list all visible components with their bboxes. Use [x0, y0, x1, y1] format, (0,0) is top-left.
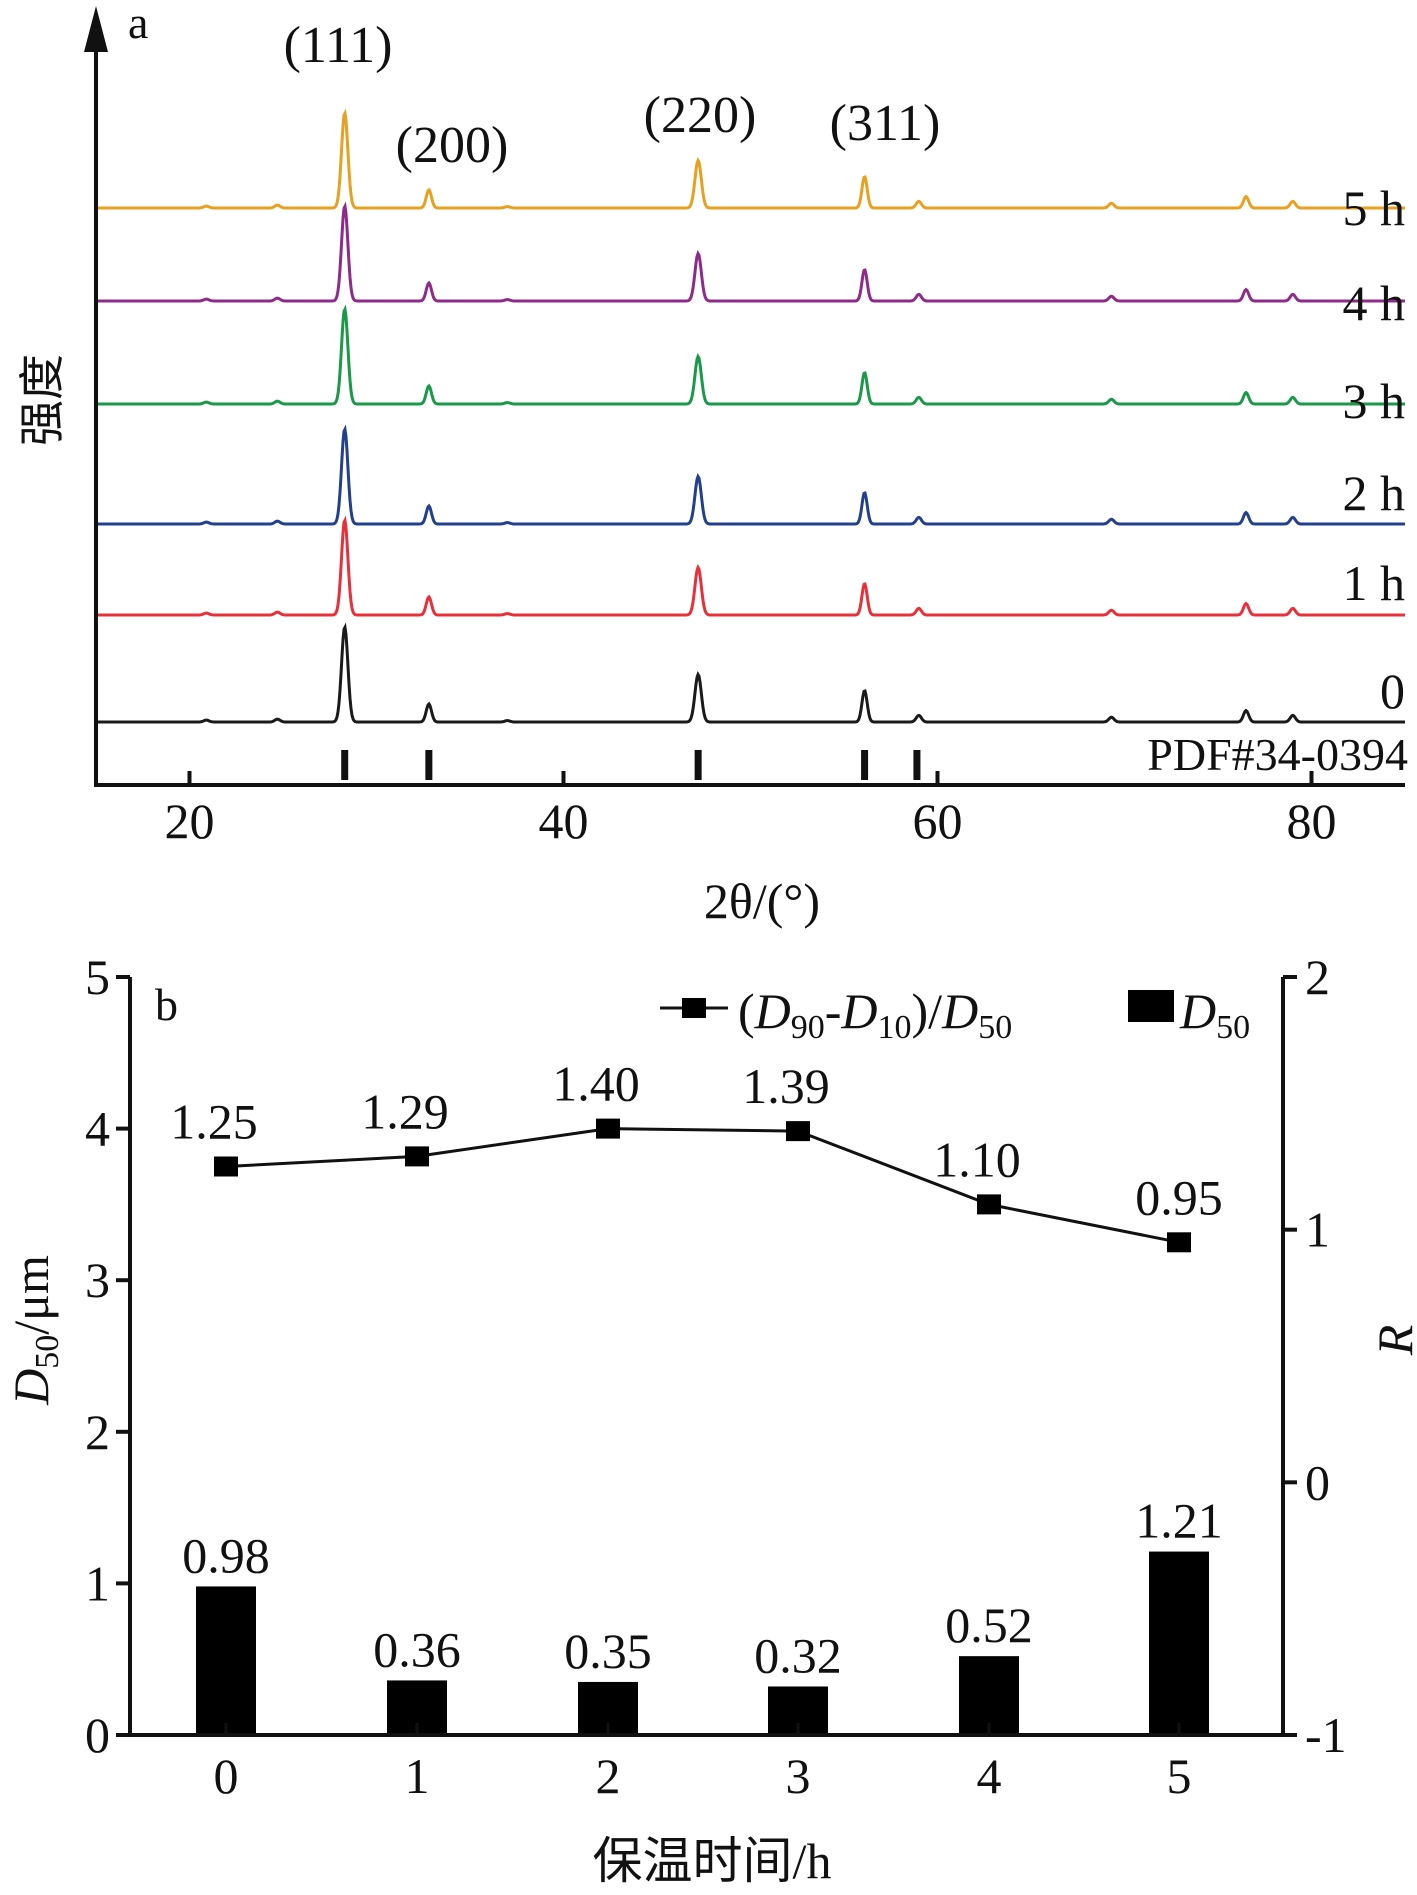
xrd-series-line — [96, 424, 1405, 526]
reference-stick — [694, 750, 702, 780]
span-line-label: 1.10 — [933, 1131, 1021, 1187]
xrd-series-group: 0 1 h 2 h 3 h 4 h 5 h — [96, 108, 1406, 724]
panel-a-axes: 20 40 60 80 — [84, 6, 1405, 849]
panel-a: a 强度 2θ/(°) PDF#34-0394 0 1 h 2 h 3 h 4 h 5 h… — [17, 0, 1408, 929]
reference-label: PDF#34-0394 — [1147, 729, 1408, 780]
span-line-marker — [596, 1118, 620, 1139]
x-tick-label: 20 — [165, 793, 215, 849]
xrd-series-line — [96, 622, 1405, 724]
panel-b-legend: (D90-D10)/D50 D50 — [660, 983, 1250, 1046]
x-tick-label: 2 — [596, 1748, 621, 1804]
xrd-series-line — [96, 515, 1405, 617]
xrd-series-label: 5 h — [1343, 180, 1406, 236]
x-tick-label: 60 — [913, 793, 963, 849]
x-tick-label: 3 — [786, 1748, 811, 1804]
span-line-marker — [786, 1121, 810, 1142]
xrd-series-line — [96, 108, 1405, 210]
d50-bar — [196, 1586, 256, 1735]
panel-b-ylabel-left: D50/μm — [3, 1255, 66, 1406]
y-axis-arrow — [84, 6, 108, 52]
panel-b-axes: 0 1 2 3 4 5 -1 0 1 2 0 1 2 3 4 5 — [85, 949, 1347, 1804]
left-tick-label: 5 — [85, 949, 110, 1005]
reference-stick — [425, 750, 433, 780]
x-tick-label: 40 — [539, 793, 589, 849]
reference-stick — [861, 750, 869, 780]
span-line-marker — [405, 1146, 429, 1167]
reference-sticks — [341, 750, 921, 780]
panel-b: b 保温时间/h D50/μm R 0.98 0.36 0.35 0.32 0.52 1.… — [3, 949, 1417, 1889]
panel-a-xlabel: 2θ/(°) — [704, 873, 820, 929]
span-line-label: 1.39 — [742, 1058, 830, 1114]
reference-stick — [913, 750, 921, 780]
d50-bar-label: 0.36 — [373, 1621, 461, 1677]
d50-bar — [959, 1656, 1019, 1735]
span-line-marker — [977, 1194, 1001, 1215]
right-tick-label: 2 — [1305, 949, 1330, 1005]
d50-bar-label: 1.21 — [1135, 1493, 1223, 1549]
span-line-marker — [214, 1156, 238, 1177]
legend-bar-swatch — [1128, 990, 1174, 1022]
peak-label: (200) — [396, 117, 509, 174]
left-tick-label: 1 — [85, 1555, 110, 1611]
right-tick-label: 1 — [1305, 1202, 1330, 1258]
xrd-series-label: 0 — [1380, 663, 1405, 719]
x-tick-label: 4 — [977, 1748, 1002, 1804]
x-tick-label: 0 — [214, 1748, 239, 1804]
legend-line-marker — [682, 998, 706, 1018]
xrd-series-label: 2 h — [1343, 465, 1406, 521]
span-line-marker — [1167, 1232, 1191, 1253]
left-tick-label: 3 — [85, 1252, 110, 1308]
panel-b-label: b — [155, 979, 178, 1030]
panel-a-label: a — [128, 0, 148, 48]
x-tick-label: 5 — [1167, 1748, 1192, 1804]
legend-bar-label: D50 — [1179, 983, 1250, 1046]
d50-bar — [1149, 1551, 1209, 1735]
span-line: 1.25 1.29 1.40 1.39 1.10 0.95 — [170, 1056, 1223, 1253]
x-tick-label: 1 — [405, 1748, 430, 1804]
xrd-series-label: 4 h — [1343, 275, 1406, 331]
span-line-path — [225, 1127, 1180, 1244]
d50-bars: 0.98 0.36 0.35 0.32 0.52 1.21 — [182, 1493, 1223, 1735]
d50-bar-label: 0.98 — [182, 1527, 270, 1583]
d50-bar-label: 0.32 — [754, 1627, 842, 1683]
legend-line-label: (D90-D10)/D50 — [738, 983, 1012, 1046]
panel-b-xlabel: 保温时间/h — [593, 1833, 832, 1889]
xrd-series-label: 1 h — [1343, 555, 1406, 611]
xrd-series-label: 3 h — [1343, 373, 1406, 429]
span-line-label: 1.29 — [361, 1083, 449, 1139]
legend-bar-entry: D50 — [1128, 983, 1250, 1046]
d50-bar-label: 0.52 — [945, 1597, 1033, 1653]
span-line-label: 1.40 — [552, 1056, 640, 1112]
x-tick-label: 80 — [1287, 793, 1337, 849]
xrd-series-line — [96, 201, 1405, 303]
panel-a-ylabel: 强度 — [17, 354, 68, 446]
right-tick-label: 0 — [1305, 1454, 1330, 1510]
right-tick-label: -1 — [1305, 1707, 1347, 1763]
span-line-label: 1.25 — [170, 1094, 258, 1150]
left-tick-label: 2 — [85, 1404, 110, 1460]
peak-labels: (111)(200) (220) (311) — [284, 17, 941, 174]
left-tick-label: 0 — [85, 1707, 110, 1763]
peak-label: (220) — [644, 87, 757, 144]
legend-line-entry: (D90-D10)/D50 — [660, 983, 1012, 1046]
reference-stick — [341, 750, 349, 780]
peak-label: (311) — [830, 95, 941, 152]
d50-bar-label: 0.35 — [564, 1623, 652, 1679]
left-tick-label: 4 — [85, 1101, 110, 1157]
peak-label: (111) — [284, 17, 393, 74]
panel-b-ylabel-right: R — [1367, 1325, 1417, 1357]
xrd-series-line — [96, 304, 1405, 406]
span-line-label: 0.95 — [1135, 1169, 1223, 1225]
